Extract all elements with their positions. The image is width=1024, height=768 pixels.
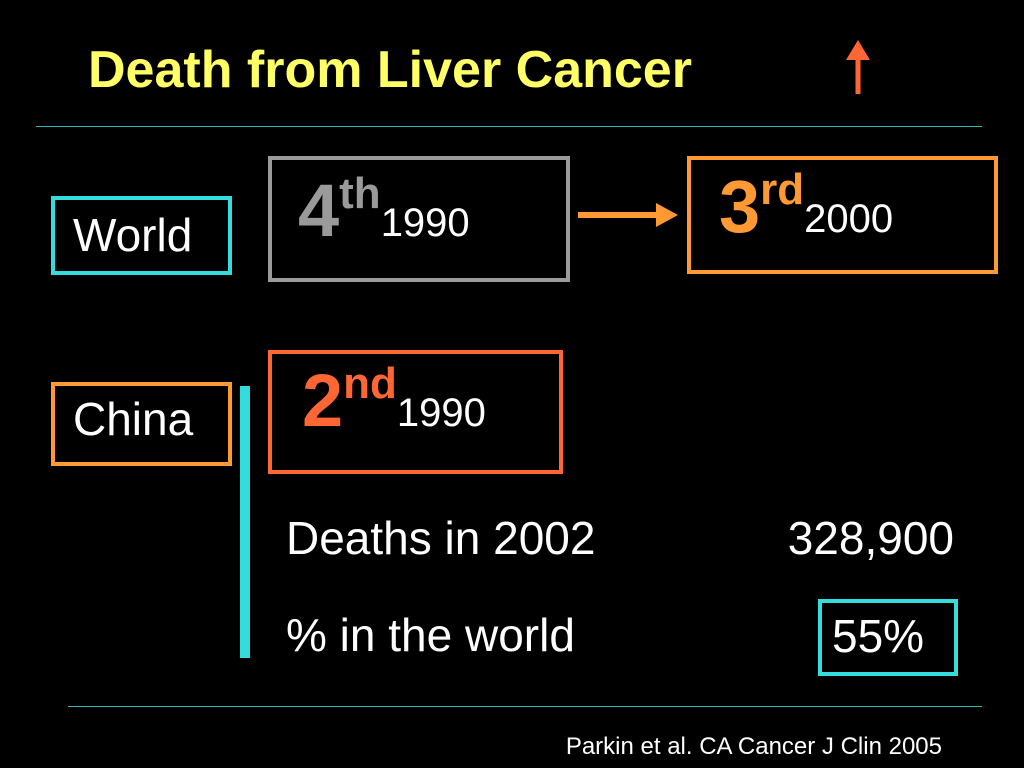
world-rank-1990-box: 4th1990 (268, 156, 570, 282)
stat-world-share-value: 55% (832, 610, 925, 662)
stat-deaths-label: Deaths in 2002 (286, 512, 596, 564)
world-rank-1990-number: 4 (298, 169, 340, 252)
top-divider (36, 126, 982, 127)
world-rank-2000-suffix: rd (760, 165, 805, 214)
china-rank-1990: 2nd1990 (302, 362, 486, 438)
china-rank-1990-suffix: nd (343, 359, 397, 408)
stat-world-share-label: % in the world (286, 609, 575, 661)
china-label-box: China (51, 382, 232, 466)
up-arrow-icon (846, 40, 870, 94)
world-label: World (73, 209, 193, 261)
world-rank-1990-suffix: th (339, 169, 381, 218)
china-rank-1990-year: 1990 (396, 391, 486, 435)
china-rank-1990-number: 2 (302, 359, 344, 442)
china-label: China (73, 393, 194, 445)
china-rank-1990-box: 2nd1990 (268, 350, 563, 474)
right-arrow-icon (578, 203, 678, 227)
world-rank-1990: 4th1990 (298, 172, 470, 248)
world-rank-2000-year: 2000 (804, 197, 894, 241)
stat-world-share-box: 55% (818, 599, 958, 676)
world-rank-2000-box: 3rd2000 (687, 156, 998, 274)
world-rank-2000: 3rd2000 (719, 168, 894, 244)
china-bracket (240, 386, 250, 658)
stat-deaths-value: 328,900 (787, 512, 954, 564)
bottom-divider (68, 706, 982, 707)
slide-title: Death from Liver Cancer (88, 41, 692, 99)
world-label-box: World (51, 196, 232, 275)
world-rank-2000-number: 3 (719, 165, 761, 248)
citation: Parkin et al. CA Cancer J Clin 2005 (565, 733, 942, 760)
world-rank-1990-year: 1990 (380, 201, 470, 245)
